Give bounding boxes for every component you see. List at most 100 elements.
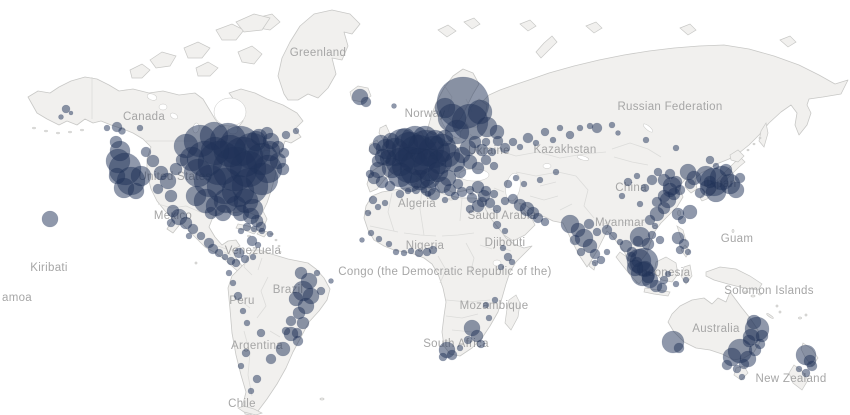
data-bubble[interactable] (682, 204, 698, 220)
data-bubble[interactable] (664, 270, 672, 278)
data-bubble[interactable] (241, 348, 251, 358)
data-bubble[interactable] (522, 132, 534, 144)
data-bubble[interactable] (456, 186, 468, 198)
data-bubble[interactable] (596, 255, 606, 265)
data-bubble[interactable] (276, 162, 290, 176)
data-bubble[interactable] (367, 229, 375, 237)
data-bubble[interactable] (516, 143, 524, 151)
data-bubble[interactable] (684, 248, 692, 256)
data-bubble[interactable] (237, 362, 245, 370)
data-bubble[interactable] (646, 174, 658, 186)
data-bubble[interactable] (247, 387, 255, 395)
data-bubble[interactable] (603, 248, 611, 256)
data-bubble[interactable] (721, 359, 733, 371)
data-bubble[interactable] (540, 217, 550, 227)
data-bubble[interactable] (166, 218, 176, 228)
data-bubble[interactable] (576, 247, 586, 257)
data-bubble[interactable] (732, 364, 742, 374)
data-bubble[interactable] (583, 218, 595, 230)
data-bubble[interactable] (549, 136, 557, 144)
data-bubbles[interactable] (41, 76, 818, 395)
data-bubble[interactable] (61, 104, 71, 114)
data-bubble[interactable] (589, 248, 601, 260)
data-bubble[interactable] (252, 374, 262, 384)
data-bubble[interactable] (684, 178, 696, 190)
data-bubble[interactable] (436, 129, 454, 147)
data-bubble[interactable] (672, 280, 680, 288)
data-bubble[interactable] (640, 183, 650, 193)
data-bubble[interactable] (420, 186, 428, 194)
data-bubble[interactable] (501, 227, 509, 235)
data-bubble[interactable] (185, 232, 193, 240)
data-bubble[interactable] (492, 204, 502, 214)
data-bubble[interactable] (520, 180, 528, 188)
data-bubble[interactable] (738, 358, 750, 370)
data-bubble[interactable] (734, 172, 746, 184)
data-bubble[interactable] (404, 187, 412, 195)
data-bubble[interactable] (656, 282, 668, 294)
data-bubble[interactable] (489, 189, 499, 199)
data-bubble[interactable] (379, 149, 397, 167)
data-bubble[interactable] (536, 176, 544, 184)
data-bubble[interactable] (644, 214, 656, 226)
data-bubble[interactable] (108, 167, 126, 185)
data-bubble[interactable] (592, 227, 602, 237)
data-bubble[interactable] (275, 341, 291, 357)
data-bubble[interactable] (446, 349, 458, 361)
data-bubble[interactable] (565, 130, 575, 140)
data-bubble[interactable] (41, 210, 59, 228)
data-bubble[interactable] (196, 231, 206, 241)
data-bubble[interactable] (482, 301, 490, 309)
data-bubble[interactable] (152, 183, 164, 195)
data-bubble[interactable] (748, 343, 762, 357)
data-bubble[interactable] (475, 143, 489, 157)
data-bubble[interactable] (552, 168, 560, 176)
data-bubble[interactable] (246, 235, 258, 247)
data-bubble[interactable] (233, 247, 245, 259)
data-bubble[interactable] (569, 234, 581, 246)
data-bubble[interactable] (130, 165, 152, 187)
data-bubble[interactable] (285, 315, 297, 327)
data-bubble[interactable] (719, 163, 733, 177)
data-bubble[interactable] (801, 368, 811, 378)
data-bubble[interactable] (673, 342, 685, 354)
data-bubble[interactable] (508, 137, 518, 147)
data-bubble[interactable] (682, 276, 690, 284)
data-bubble[interactable] (233, 291, 243, 301)
data-bubble[interactable] (374, 203, 382, 211)
data-bubble[interactable] (471, 161, 485, 175)
data-bubble[interactable] (204, 206, 218, 220)
data-bubble[interactable] (642, 136, 650, 144)
data-bubble[interactable] (470, 329, 484, 343)
data-bubble[interactable] (243, 319, 251, 327)
data-bubble[interactable] (169, 162, 183, 176)
data-bubble[interactable] (441, 196, 449, 204)
data-bubble[interactable] (214, 204, 232, 222)
data-bubble[interactable] (164, 189, 178, 203)
data-bubble[interactable] (136, 124, 144, 132)
data-bubble[interactable] (601, 224, 613, 236)
data-bubble[interactable] (146, 154, 160, 168)
data-bubble[interactable] (400, 249, 408, 257)
data-bubble[interactable] (618, 192, 626, 200)
data-bubble[interactable] (499, 244, 507, 252)
data-bubble[interactable] (187, 223, 199, 235)
data-bubble[interactable] (249, 253, 257, 261)
data-bubble[interactable] (484, 197, 496, 209)
data-bubble[interactable] (499, 142, 511, 154)
data-bubble[interactable] (727, 181, 745, 199)
data-bubble[interactable] (492, 135, 504, 147)
data-bubble[interactable] (636, 200, 644, 208)
data-bubble[interactable] (465, 204, 475, 214)
data-bubble[interactable] (242, 222, 252, 232)
data-bubble[interactable] (385, 240, 393, 248)
data-bubble[interactable] (159, 172, 177, 190)
data-bubble[interactable] (359, 237, 365, 243)
data-bubble[interactable] (556, 124, 564, 132)
data-bubble[interactable] (508, 258, 516, 266)
data-bubble[interactable] (118, 127, 126, 135)
data-bubble[interactable] (395, 189, 405, 199)
data-bubble[interactable] (532, 139, 540, 147)
data-bubble[interactable] (675, 245, 685, 255)
